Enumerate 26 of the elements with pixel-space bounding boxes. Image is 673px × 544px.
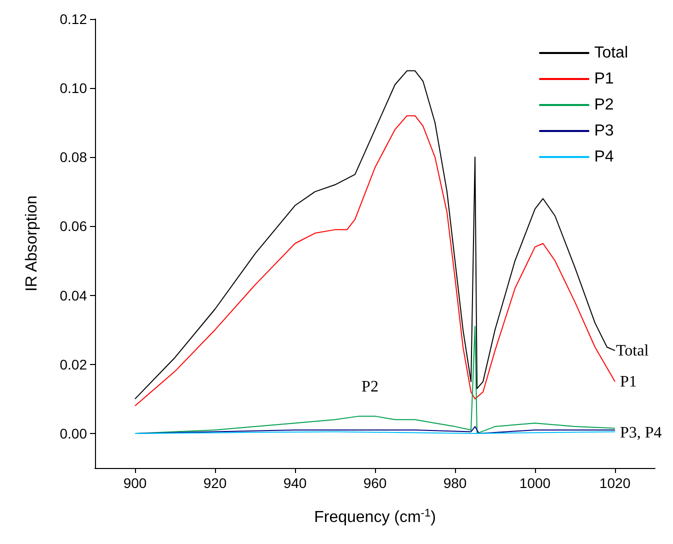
legend-label: P1	[594, 70, 614, 88]
legend-label: P4	[594, 148, 614, 166]
annotation: P3, P4	[620, 424, 662, 442]
annotation: P2	[362, 378, 378, 396]
y-tick-label: 0.08	[60, 149, 88, 166]
y-tick-label: 0.06	[60, 218, 88, 234]
y-tick-label: 0.10	[60, 80, 88, 96]
y-tick-label: 0.04	[60, 287, 88, 304]
annotation: Total	[616, 342, 650, 360]
x-tick-label: 980	[443, 475, 467, 491]
legend-label: P2	[594, 96, 614, 114]
x-tick-label: 1000	[519, 475, 551, 491]
legend-label: P3	[594, 122, 614, 140]
x-tick-label: 960	[363, 475, 387, 491]
y-tick-label: 0.12	[60, 11, 88, 27]
y-tick-label: 0.02	[60, 356, 88, 372]
x-tick-label: 920	[203, 475, 227, 491]
x-tick-label: 940	[283, 475, 307, 491]
x-tick-label: 900	[123, 475, 147, 491]
legend-label: Total	[594, 44, 628, 62]
line-series	[134, 115, 616, 406]
annotation: P1	[620, 374, 637, 390]
y-axis-title: IR Absorption	[24, 195, 40, 292]
y-tick-label: 0.00	[60, 425, 88, 442]
x-tick-label: 1020	[599, 475, 631, 491]
line-series	[134, 70, 616, 400]
